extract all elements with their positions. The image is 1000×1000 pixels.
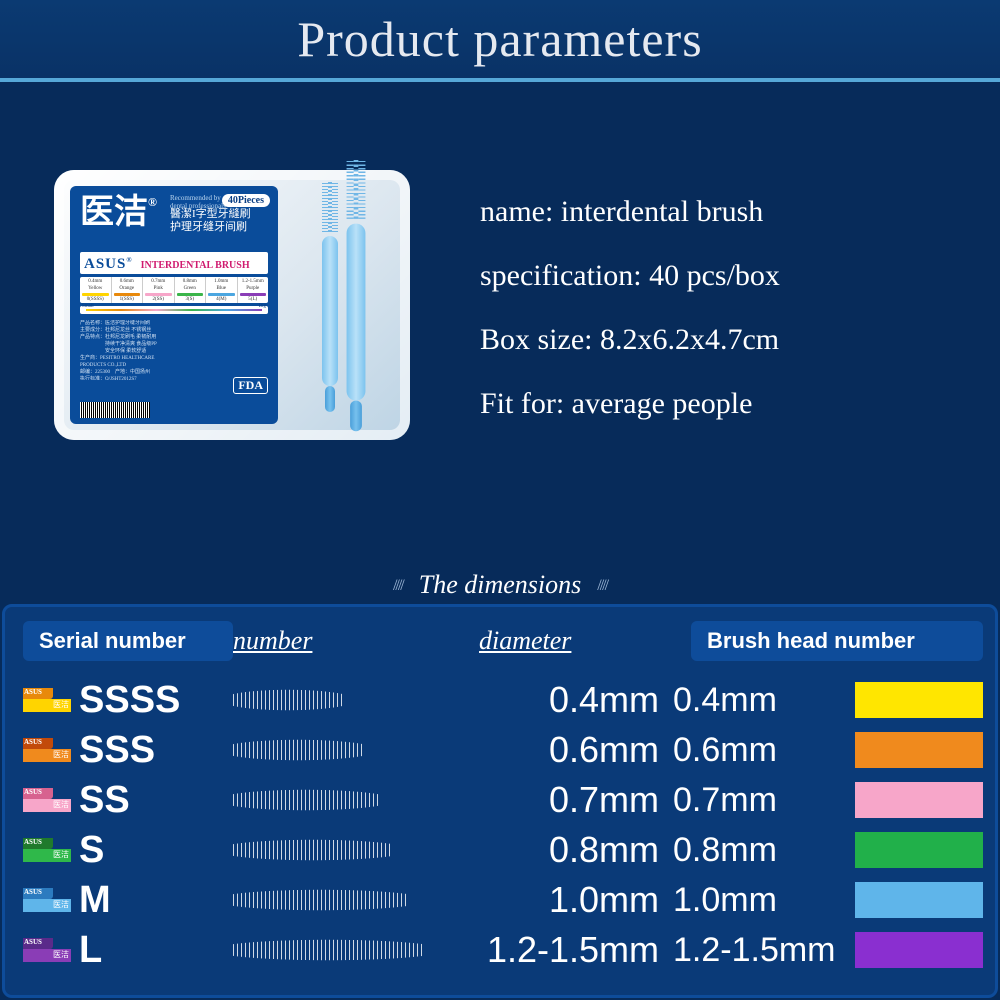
brush-shape-icon: [233, 686, 343, 714]
number-row: [233, 925, 443, 975]
brush-head-text: 0.4mm: [673, 681, 843, 720]
diameter-text: 0.4mm: [443, 679, 673, 721]
diameter-row: 1.0mm: [443, 875, 673, 925]
brush-head-row: 0.8mm: [673, 825, 983, 875]
diameter-row: 1.2-1.5mm: [443, 925, 673, 975]
brush-head-swatch: [855, 832, 983, 868]
brush-head-swatch: [855, 682, 983, 718]
diameter-text: 0.8mm: [443, 829, 673, 871]
dimensions-title-wrap: The dimensions: [0, 570, 1000, 600]
number-row: [233, 875, 443, 925]
number-row: [233, 725, 443, 775]
brush-head-swatch: [855, 882, 983, 918]
size-spec-row: 0.4mmYellow0(SSSS)0.6mmOrange1(SSS)0.7mm…: [80, 277, 268, 303]
brush-shape-icon: [233, 736, 363, 764]
interdental-text: INTERDENTAL BRUSH: [141, 260, 250, 271]
serial-row: ASUS医洁 SSS: [23, 725, 233, 775]
brush-head-row: 0.6mm: [673, 725, 983, 775]
brush-shape-icon: [233, 936, 423, 964]
serial-row: ASUS医洁 L: [23, 925, 233, 975]
serial-swatch: ASUS医洁: [23, 738, 71, 762]
brush-head-text: 1.0mm: [673, 881, 843, 920]
col-serial-header: Serial number: [23, 621, 233, 661]
brush-head-text: 0.8mm: [673, 831, 843, 870]
serial-swatch: ASUS医洁: [23, 838, 71, 862]
diameter-row: 0.4mm: [443, 675, 673, 725]
page-title: Product parameters: [0, 0, 1000, 78]
asus-brand: ASUS®: [84, 256, 133, 272]
diameter-text: 1.2-1.5mm: [443, 929, 673, 971]
brush-head-text: 0.7mm: [673, 781, 843, 820]
brand-cn: 医洁®: [80, 194, 157, 231]
col-diameter-header: diameter: [479, 621, 673, 661]
brush-head-swatch: [855, 932, 983, 968]
serial-text: M: [79, 879, 111, 922]
col-number-header: number: [233, 621, 443, 661]
serial-row: ASUS医洁 SS: [23, 775, 233, 825]
number-row: [233, 675, 443, 725]
product-label: 医洁® Recommended bydental professionals 醫…: [70, 186, 278, 424]
brush-shape-icon: [233, 786, 378, 814]
serial-row: ASUS医洁 S: [23, 825, 233, 875]
diameter-text: 1.0mm: [443, 879, 673, 921]
spec-fitfor: Fit for: average people: [480, 372, 950, 436]
dimensions-table: Serial number ASUS医洁 SSSS ASUS医洁 SSS ASU…: [2, 604, 998, 998]
spec-boxsize: Box size: 8.2x6.2x4.7cm: [480, 308, 950, 372]
brush-head-text: 1.2-1.5mm: [673, 931, 843, 970]
serial-text: SSSS: [79, 679, 180, 722]
brush-shape-icon: [233, 886, 408, 914]
brush-illustration: [288, 182, 398, 428]
serial-swatch: ASUS医洁: [23, 938, 71, 962]
pieces-badge: 40Pieces: [222, 194, 270, 207]
number-row: [233, 775, 443, 825]
cn-lines: 醫潔I字型牙縫刷护理牙缝牙间刷: [170, 208, 251, 234]
col-brush-head-header: Brush head number: [691, 621, 983, 661]
col-brush-head: Brush head number 0.4mm 0.6mm 0.7mm 0.8m…: [673, 621, 983, 985]
title-bar: Product parameters: [0, 0, 1000, 82]
spec-name: name: interdental brush: [480, 180, 950, 244]
brush-head-text: 0.6mm: [673, 731, 843, 770]
col-number: number: [233, 621, 443, 985]
brush-head-row: 0.4mm: [673, 675, 983, 725]
number-row: [233, 825, 443, 875]
serial-text: SS: [79, 779, 130, 822]
serial-row: ASUS医洁 M: [23, 875, 233, 925]
serial-row: ASUS医洁 SSSS: [23, 675, 233, 725]
brush-head-row: 0.7mm: [673, 775, 983, 825]
serial-text: S: [79, 829, 104, 872]
small-big-bar: Small Big: [80, 306, 268, 314]
col-serial: Serial number ASUS医洁 SSSS ASUS医洁 SSS ASU…: [23, 621, 233, 985]
brush-shape-icon: [233, 836, 393, 864]
diameter-text: 0.6mm: [443, 729, 673, 771]
serial-swatch: ASUS医洁: [23, 788, 71, 812]
serial-swatch: ASUS医洁: [23, 888, 71, 912]
brush-head-swatch: [855, 782, 983, 818]
barcode: [80, 402, 150, 418]
serial-swatch: ASUS医洁: [23, 688, 71, 712]
brush-head-swatch: [855, 732, 983, 768]
dimensions-title: The dimensions: [363, 570, 637, 600]
serial-text: SSS: [79, 729, 155, 772]
diameter-row: 0.6mm: [443, 725, 673, 775]
col-diameter: diameter 0.4mm 0.6mm 0.7mm 0.8mm 1.0mm 1.2-1.…: [443, 621, 673, 985]
diameter-text: 0.7mm: [443, 779, 673, 821]
fine-print: 产品名称：医洁护理牙缝牙间刷主要成分：杜邦尼龙丝 不锈钢丝产品特点：杜邦尼龙刷毛…: [80, 320, 268, 380]
brush-head-row: 1.0mm: [673, 875, 983, 925]
brand-strip: ASUS® INTERDENTAL BRUSH: [80, 252, 268, 274]
product-specs: name: interdental brush specification: 4…: [480, 180, 950, 436]
diameter-row: 0.8mm: [443, 825, 673, 875]
diameter-row: 0.7mm: [443, 775, 673, 825]
spec-specification: specification: 40 pcs/box: [480, 244, 950, 308]
serial-text: L: [79, 929, 102, 972]
brush-head-row: 1.2-1.5mm: [673, 925, 983, 975]
fda-badge: FDA: [233, 377, 268, 394]
